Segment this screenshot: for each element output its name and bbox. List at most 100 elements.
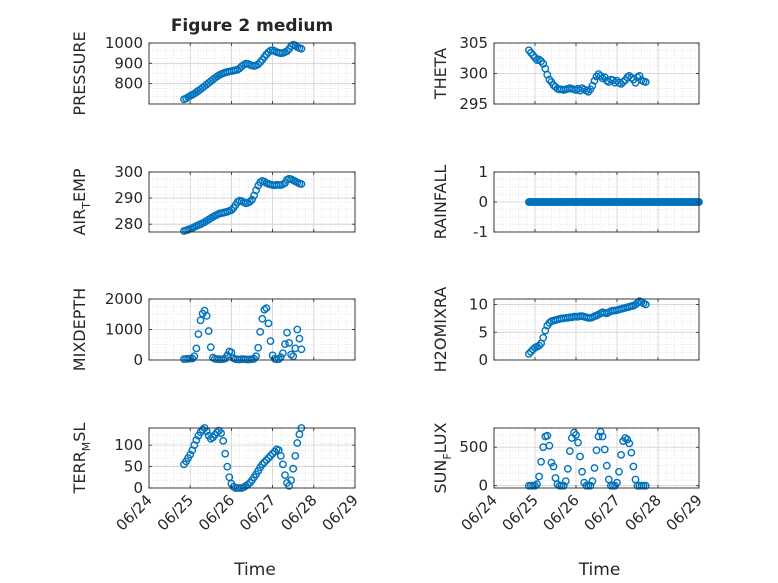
- data-point: [559, 481, 568, 490]
- data-point: [264, 319, 273, 328]
- data-point: [535, 55, 543, 64]
- minor-grid: [494, 299, 699, 360]
- data-point: [287, 350, 295, 359]
- data-point: [206, 343, 215, 352]
- data-point: [260, 305, 269, 314]
- data-point: [590, 464, 599, 472]
- y-tick-label: 300: [114, 163, 143, 181]
- major-grid: [494, 299, 699, 360]
- y-tick-label: 10: [469, 296, 488, 314]
- axes-box: [148, 427, 356, 489]
- data-point: [217, 429, 226, 437]
- data-point: [533, 480, 541, 489]
- data-point: [641, 78, 650, 86]
- data-point: [227, 206, 236, 215]
- data-point: [287, 476, 295, 485]
- data-point: [537, 457, 545, 466]
- x-tick-label: 06/25: [499, 491, 542, 534]
- x-tick-label: 06/26: [540, 491, 583, 534]
- data-point: [561, 477, 570, 485]
- data-point: [192, 344, 201, 353]
- y-tick-label: 1: [478, 163, 488, 181]
- data-point: [566, 447, 574, 455]
- data-point: [283, 47, 291, 55]
- data-point: [252, 186, 261, 195]
- data-point: [297, 345, 306, 354]
- x-tick-label: 06/26: [195, 491, 238, 534]
- y-tick-label: 1000: [105, 34, 143, 52]
- y-axis-label: MIXDEPTH: [70, 288, 89, 371]
- data-point: [545, 318, 554, 327]
- data-point: [196, 316, 205, 325]
- series-markers: [180, 174, 306, 235]
- subplot-2: 295 300 305 THETA: [431, 34, 700, 113]
- axes-box: [148, 171, 356, 233]
- data-point: [281, 340, 289, 348]
- data-point: [254, 343, 263, 352]
- data-point: [295, 334, 304, 343]
- axes-box: [148, 42, 356, 105]
- data-point: [258, 314, 267, 323]
- y-tick-label: 280: [114, 215, 143, 233]
- subplot-3: 280 290 300 AIRTEMP: [70, 163, 356, 236]
- x-tick-label: 06/29: [663, 491, 706, 534]
- data-point: [281, 471, 289, 479]
- data-point: [278, 460, 287, 469]
- data-point: [592, 446, 601, 455]
- y-tick-label: 0: [478, 351, 488, 369]
- y-tick-label: 900: [114, 54, 143, 72]
- data-point: [594, 432, 603, 441]
- data-point: [535, 472, 543, 481]
- y-tick-label: 295: [459, 95, 488, 113]
- data-point: [270, 447, 279, 456]
- data-point: [641, 300, 650, 309]
- data-point: [570, 428, 578, 437]
- data-point: [549, 462, 558, 471]
- x-axis-label: Time: [233, 560, 276, 580]
- data-point: [252, 352, 261, 361]
- subplot-5: 0 1000 2000 MIXDEPTH: [70, 288, 356, 371]
- data-point: [574, 438, 582, 447]
- y-tick-label: 0: [133, 479, 143, 497]
- data-point: [600, 445, 609, 454]
- data-point: [194, 330, 203, 338]
- y-tick-label: 5: [478, 323, 488, 341]
- data-point: [278, 349, 287, 358]
- x-tick-label: 06/24: [113, 491, 156, 534]
- y-axis-label: THETA: [431, 48, 450, 100]
- data-point: [586, 481, 595, 490]
- data-point: [527, 347, 535, 356]
- data-point: [578, 467, 586, 476]
- series-markers: [180, 304, 306, 364]
- major-grid: [149, 299, 355, 360]
- data-point: [576, 452, 584, 461]
- y-tick-label: 100: [114, 436, 143, 454]
- data-point: [190, 352, 199, 361]
- subplot-1: 800 900 1000 PRESSURE: [70, 31, 356, 116]
- subplot-6: 0 5 10 H2OMIXRA: [431, 287, 700, 372]
- data-point: [254, 60, 263, 69]
- y-tick-label: 300: [459, 65, 488, 83]
- data-point: [204, 327, 213, 335]
- data-point: [289, 464, 298, 473]
- data-point: [202, 311, 211, 320]
- x-tick-label: 06/29: [319, 491, 362, 534]
- data-point: [590, 76, 599, 85]
- series-markers: [525, 297, 650, 358]
- axes-box: [493, 427, 700, 489]
- x-axis-label: Time: [578, 560, 621, 580]
- figure-title: Figure 2 medium: [171, 16, 333, 36]
- x-tick-label: 06/25: [154, 491, 197, 534]
- data-point: [223, 462, 232, 471]
- x-tick-label: 06/24: [458, 491, 501, 534]
- subplot-4: -1 0 1 RAINFALL: [431, 163, 703, 241]
- data-point: [535, 341, 543, 350]
- data-point: [285, 338, 293, 347]
- y-axis-label: PRESSURE: [70, 31, 89, 115]
- data-point: [256, 327, 265, 336]
- data-point: [598, 432, 607, 441]
- x-tick-label: 06/28: [622, 491, 665, 534]
- y-tick-label: 1000: [105, 321, 143, 339]
- data-point: [262, 456, 271, 464]
